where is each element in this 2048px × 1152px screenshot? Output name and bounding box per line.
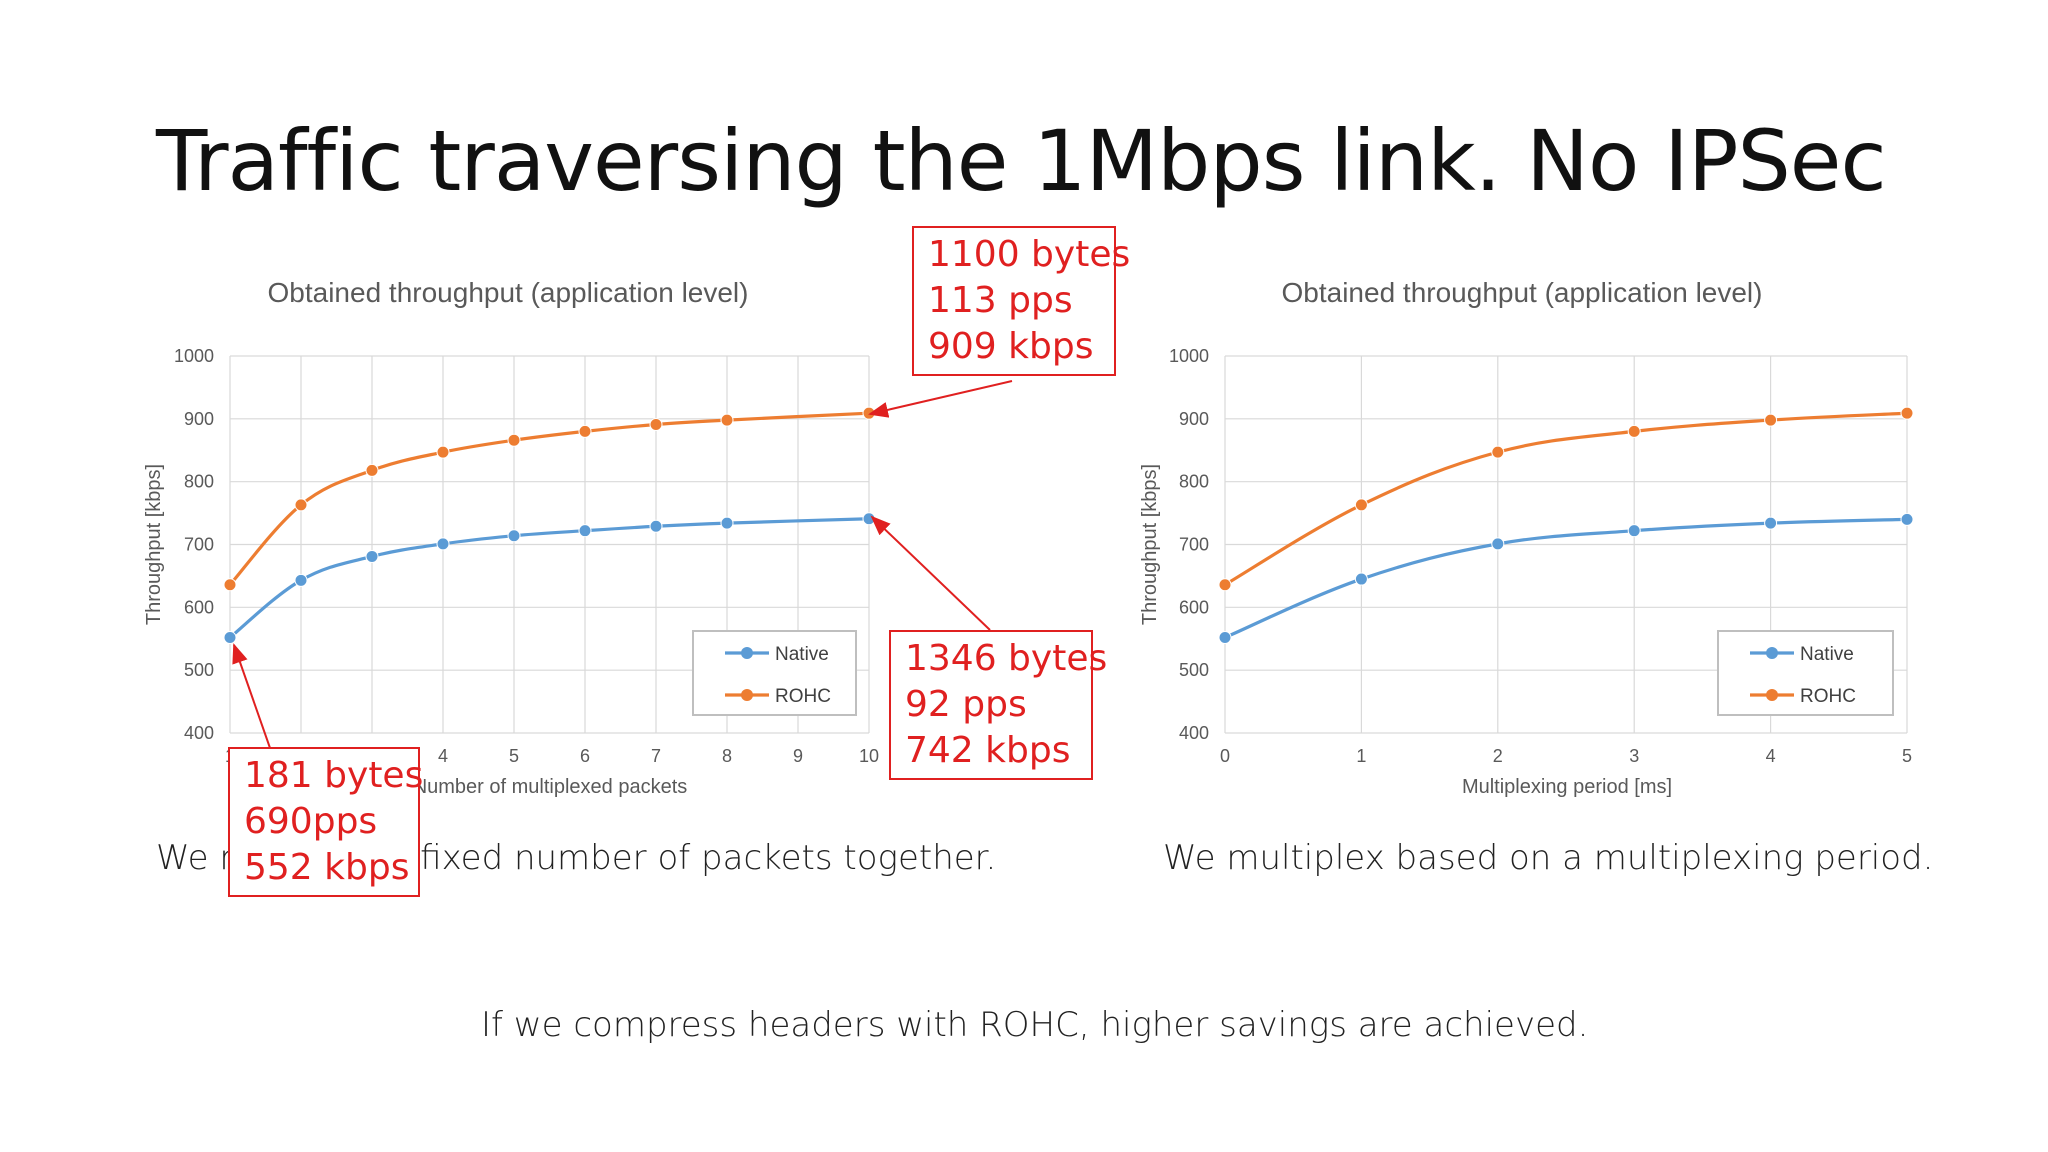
callout-top: 1100 bytes 113 pps 909 kbps [912, 226, 1131, 376]
data-point-native [578, 524, 592, 538]
data-point-rohc [223, 578, 237, 592]
callout-bottom-left-line: 552 kbps [244, 847, 410, 888]
y-tick-label: 1000 [174, 346, 214, 366]
data-point-native [1218, 630, 1232, 644]
legend-label: ROHC [775, 686, 831, 707]
x-tick-label: 4 [438, 746, 448, 766]
legend-swatch-marker [741, 647, 753, 659]
data-point-native [720, 516, 734, 530]
x-axis-title: Number of multiplexed packets [413, 776, 688, 798]
data-point-native [365, 549, 379, 563]
legend-label: Native [1800, 644, 1854, 665]
series-line-native [228, 517, 870, 639]
x-tick-label: 3 [1629, 746, 1639, 766]
x-tick-label: 7 [651, 746, 661, 766]
data-point-native [649, 519, 663, 533]
callout-top-line: 909 kbps [928, 326, 1094, 367]
y-axis-title: Throughput [kbps] [143, 464, 165, 625]
slide-title: Traffic traversing the 1Mbps link. No IP… [156, 112, 1887, 210]
legend-label: Native [775, 644, 829, 665]
y-tick-label: 1000 [1169, 346, 1209, 366]
y-tick-label: 600 [1179, 597, 1209, 617]
legend-box [1717, 630, 1894, 716]
data-point-rohc [1627, 424, 1641, 438]
x-tick-label: 9 [793, 746, 803, 766]
legend-label: ROHC [1800, 686, 1856, 707]
x-tick-label: 5 [1902, 746, 1912, 766]
chart-period: Obtained throughput (application level) 4… [1139, 277, 1914, 798]
y-tick-label: 600 [184, 597, 214, 617]
y-tick-label: 800 [1179, 472, 1209, 492]
legend-swatch-marker [741, 689, 753, 701]
legend-swatch-marker [1766, 689, 1778, 701]
callout-right-line: 92 pps [905, 684, 1027, 725]
x-tick-label: 10 [859, 746, 879, 766]
y-tick-label: 400 [1179, 723, 1209, 743]
data-point-rohc [507, 433, 521, 447]
y-tick-label: 900 [1179, 409, 1209, 429]
bottom-note: If we compress headers with ROHC, higher… [481, 1005, 1589, 1045]
data-point-rohc [1764, 413, 1778, 427]
callout-right: 1346 bytes 92 pps 742 kbps [889, 630, 1108, 780]
x-tick-label: 4 [1766, 746, 1776, 766]
data-point-rohc [649, 417, 663, 431]
data-point-native [1491, 537, 1505, 551]
x-tick-label: 2 [1493, 746, 1503, 766]
x-tick-label: 5 [509, 746, 519, 766]
series-line-rohc [1224, 411, 1908, 587]
legend-box [692, 630, 857, 716]
y-tick-label: 900 [184, 409, 214, 429]
callout-top-line: 1100 bytes [928, 234, 1131, 275]
callout-top-line: 113 pps [928, 280, 1073, 321]
data-point-native [1354, 572, 1368, 586]
callout-right-line: 742 kbps [905, 730, 1071, 771]
callout-bottom-left-line: 181 bytes [244, 755, 424, 796]
y-axis-title: Throughput [kbps] [1139, 464, 1161, 625]
data-point-native [294, 573, 308, 587]
series-line-rohc [228, 411, 870, 586]
data-point-native [436, 537, 450, 551]
chart-packets: Obtained throughput (application level) 4… [143, 277, 879, 798]
caption-right: We multiplex based on a multiplexing per… [1163, 838, 1934, 878]
data-point-rohc [294, 498, 308, 512]
data-point-native [507, 529, 521, 543]
y-tick-label: 500 [184, 660, 214, 680]
chart-title: Obtained throughput (application level) [1282, 277, 1763, 308]
chart-title: Obtained throughput (application level) [268, 277, 749, 308]
data-point-native [862, 512, 876, 526]
x-tick-label: 1 [1356, 746, 1366, 766]
y-tick-label: 700 [1179, 535, 1209, 555]
x-axis-title: Multiplexing period [ms] [1462, 776, 1672, 798]
y-tick-label: 800 [184, 472, 214, 492]
data-point-native [223, 630, 237, 644]
data-point-native [1900, 512, 1914, 526]
data-point-rohc [436, 445, 450, 459]
y-tick-label: 400 [184, 723, 214, 743]
legend-swatch-marker [1766, 647, 1778, 659]
y-tick-label: 700 [184, 535, 214, 555]
callout-bottom-left-line: 690pps [244, 801, 378, 842]
data-point-rohc [365, 463, 379, 477]
y-tick-label: 500 [1179, 660, 1209, 680]
data-point-rohc [862, 406, 876, 420]
callout-bottom-left: 181 bytes 690pps 552 kbps [228, 747, 424, 897]
x-tick-label: 8 [722, 746, 732, 766]
series-line-native [1224, 517, 1908, 639]
data-point-rohc [720, 413, 734, 427]
data-point-rohc [1354, 498, 1368, 512]
data-point-native [1764, 516, 1778, 530]
data-point-rohc [578, 424, 592, 438]
data-point-rohc [1218, 578, 1232, 592]
data-point-native [1627, 524, 1641, 538]
callout-right-line: 1346 bytes [905, 638, 1108, 679]
data-point-rohc [1491, 445, 1505, 459]
data-point-rohc [1900, 406, 1914, 420]
x-tick-label: 6 [580, 746, 590, 766]
x-tick-label: 0 [1220, 746, 1230, 766]
